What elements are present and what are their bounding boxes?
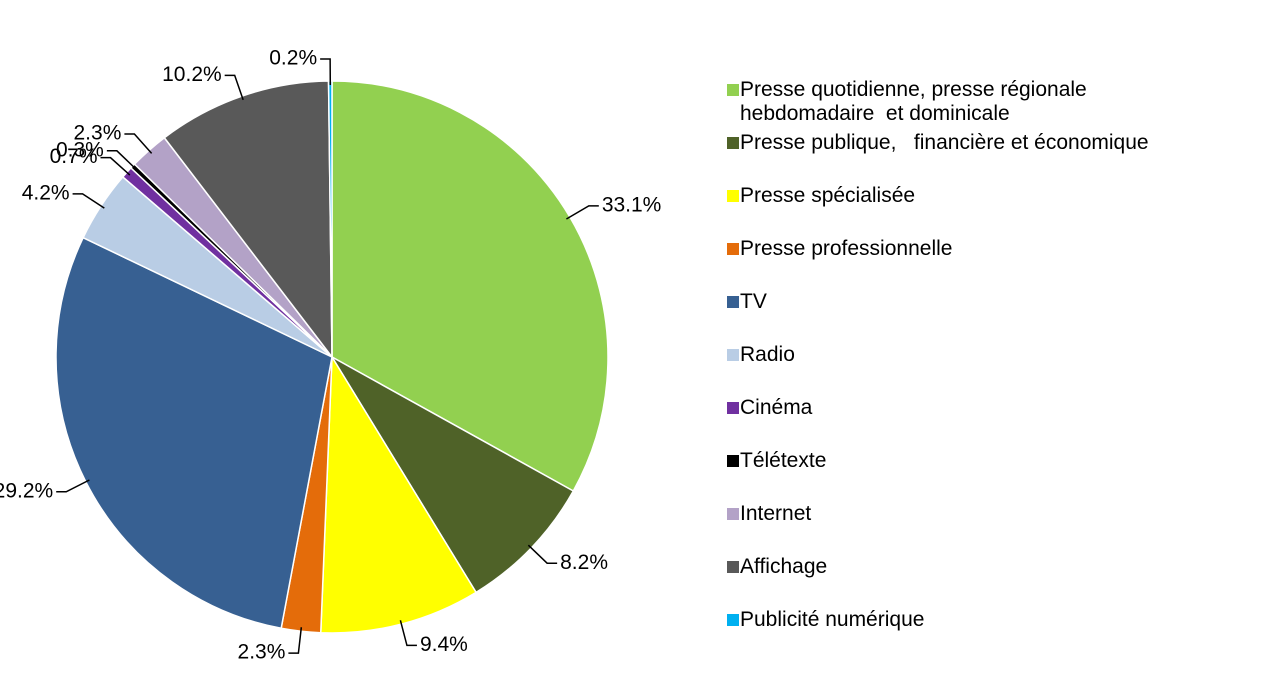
legend-swatch <box>727 137 739 149</box>
pie-area: 33.1%8.2%9.4%2.3%29.2%4.2%0.7%0.3%2.3%10… <box>0 47 662 664</box>
legend-label: Publicité numérique <box>740 608 925 631</box>
legend-label: Presse quotidienne, presse régionale heb… <box>740 78 1087 125</box>
data-label: 4.2% <box>22 181 70 204</box>
legend-swatch <box>727 561 739 573</box>
legend-label: Cinéma <box>740 396 813 419</box>
data-label: 2.3% <box>238 641 286 664</box>
legend-swatch <box>727 84 739 96</box>
legend-label: Internet <box>740 502 812 525</box>
legend-swatch <box>727 455 739 467</box>
data-label: 33.1% <box>602 193 662 216</box>
legend-swatch <box>727 402 739 414</box>
leader-line <box>288 627 303 654</box>
data-label: 10.2% <box>162 63 222 86</box>
data-label: 0.3% <box>56 138 104 161</box>
data-label: 9.4% <box>420 633 468 656</box>
leader-line <box>106 150 137 170</box>
legend-label: Presse professionnelle <box>740 237 953 260</box>
legend-label: Affichage <box>740 555 828 578</box>
legend-label: Presse publique, financière et économiqu… <box>740 131 1149 154</box>
leader-line <box>527 544 558 564</box>
leader-line <box>399 620 417 647</box>
legend-swatch <box>727 243 739 255</box>
data-label: 29.2% <box>0 479 53 502</box>
data-label: 0.2% <box>269 47 317 70</box>
leader-line <box>224 74 244 101</box>
leader-line <box>100 156 131 176</box>
leader-line <box>566 205 599 220</box>
legend: Presse quotidienne, presse régionale heb… <box>727 0 1262 680</box>
legend-label: Radio <box>740 343 795 366</box>
data-label: 0.7% <box>50 145 98 168</box>
leader-line <box>56 479 90 493</box>
legend-label: Presse spécialisée <box>740 184 916 207</box>
data-label: 2.3% <box>74 121 122 144</box>
leader-line <box>124 133 153 154</box>
legend-swatch <box>727 190 739 202</box>
legend-swatch <box>727 508 739 520</box>
legend-swatch <box>727 349 739 361</box>
leader-line <box>72 193 105 209</box>
legend-label: TV <box>740 290 767 313</box>
data-label: 8.2% <box>560 551 608 574</box>
legend-label: Télétexte <box>740 449 827 472</box>
legend-swatch <box>727 296 739 308</box>
leader-line <box>320 58 332 86</box>
legend-swatch <box>727 614 739 626</box>
